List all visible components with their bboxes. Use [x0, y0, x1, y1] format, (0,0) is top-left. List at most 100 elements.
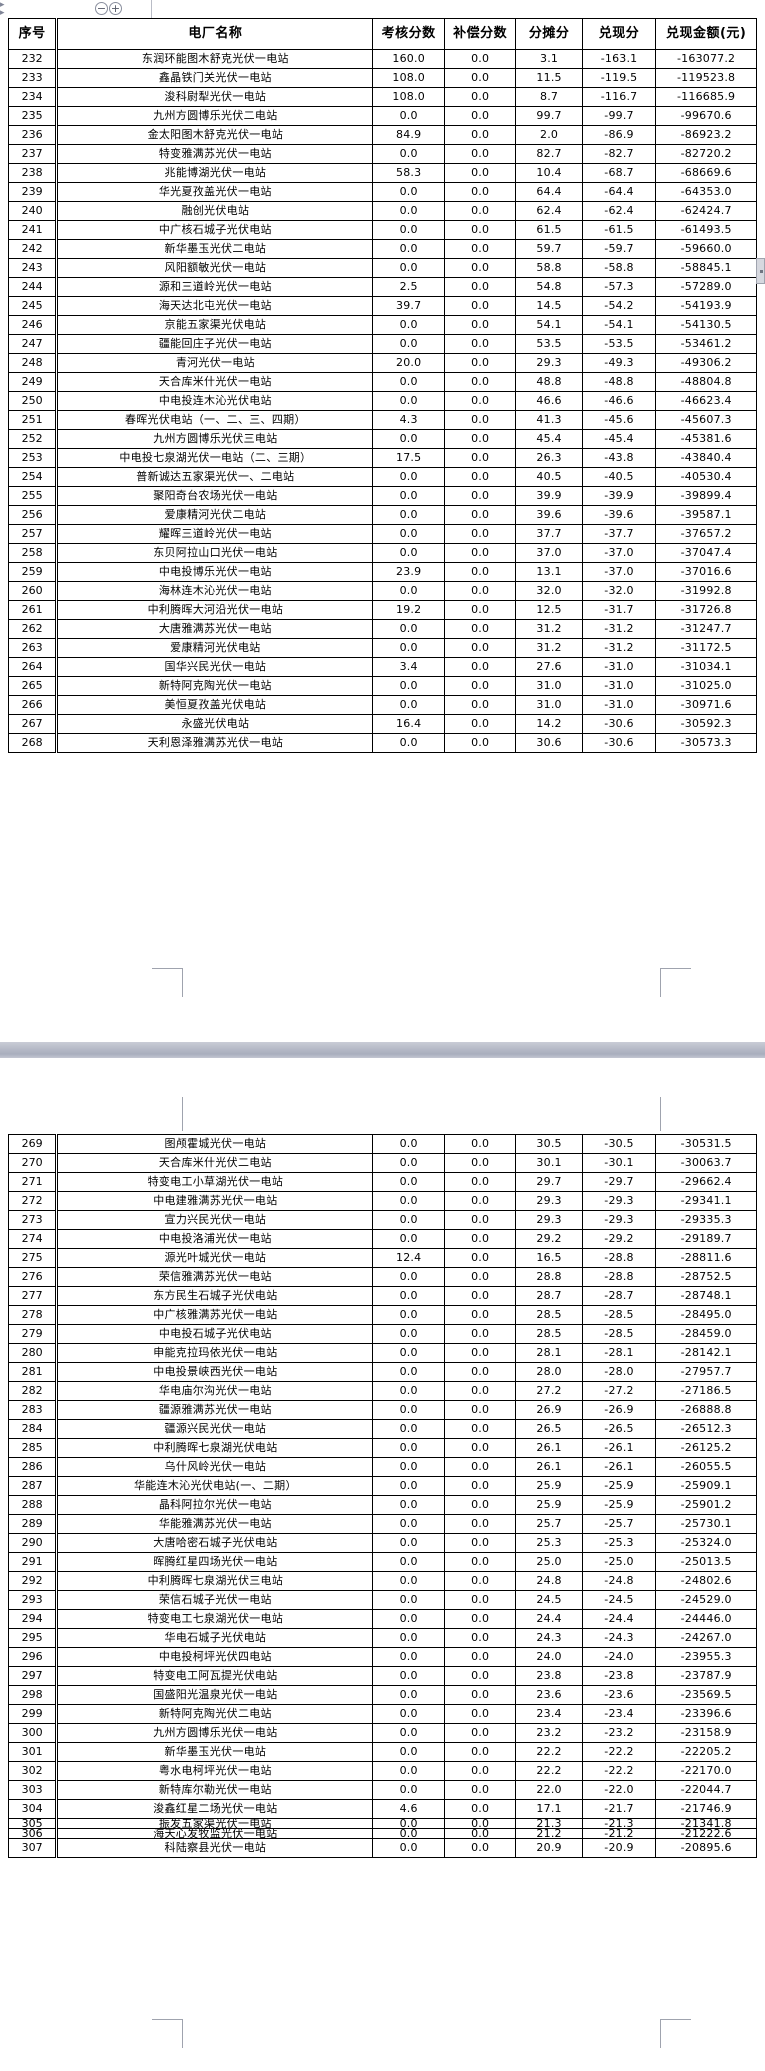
row-compensation-score: 0.0: [443, 1248, 517, 1268]
table-row[interactable]: 240 融创光伏电站 0.0 0.0 62.4 -62.4 -62424.7: [7, 201, 757, 221]
table-row[interactable]: 239 华光夏孜盖光伏一电站 0.0 0.0 64.4 -64.4 -64353.0: [7, 182, 757, 202]
row-index: 244: [7, 277, 58, 297]
table-row[interactable]: 232 东润环能图木舒克光伏一电站 160.0 0.0 3.1 -163.1 -163077…: [7, 49, 757, 69]
table-row[interactable]: 286 乌什风岭光伏一电站 0.0 0.0 26.1 -26.1 -26055.5: [7, 1457, 757, 1477]
row-cashout-score: -24.5: [581, 1590, 657, 1610]
table-row[interactable]: 237 特变雅满苏光伏一电站 0.0 0.0 82.7 -82.7 -82720.2: [7, 144, 757, 164]
table-row[interactable]: 290 大唐哈密石城子光伏电站 0.0 0.0 25.3 -25.3 -25324.0: [7, 1533, 757, 1553]
row-compensation-score: 0.0: [443, 505, 517, 525]
row-compensation-score: 0.0: [443, 1571, 517, 1591]
table-row[interactable]: 299 新特阿克陶光伏二电站 0.0 0.0 23.4 -23.4 -23396.6: [7, 1704, 757, 1724]
table-row[interactable]: 270 天合库米什光伏二电站 0.0 0.0 30.1 -30.1 -30063.7: [7, 1153, 757, 1173]
table-row[interactable]: 278 中广核雅满苏光伏一电站 0.0 0.0 28.5 -28.5 -28495.0: [7, 1305, 757, 1325]
table-row[interactable]: 234 浚科尉犁光伏一电站 108.0 0.0 8.7 -116.7 -116685.9: [7, 87, 757, 107]
table-row[interactable]: 288 晶科阿拉尔光伏一电站 0.0 0.0 25.9 -25.9 -25901.2: [7, 1495, 757, 1515]
table-row[interactable]: 266 美恒夏孜盖光伏电站 0.0 0.0 31.0 -31.0 -30971.6: [7, 695, 757, 715]
table-row[interactable]: 289 华能雅满苏光伏一电站 0.0 0.0 25.7 -25.7 -25730.1: [7, 1514, 757, 1534]
table-row[interactable]: 259 中电投博乐光伏一电站 23.9 0.0 13.1 -37.0 -37016.6: [7, 562, 757, 582]
table-row[interactable]: 255 聚阳奇台农场光伏一电站 0.0 0.0 39.9 -39.9 -39899.4: [7, 486, 757, 506]
row-allocation-score: 41.3: [515, 410, 583, 430]
table-row[interactable]: 297 特变电工阿瓦提光伏电站 0.0 0.0 23.8 -23.8 -23787.9: [7, 1666, 757, 1686]
row-index: 241: [7, 220, 58, 240]
table-row[interactable]: 261 中利腾晖大河沿光伏一电站 19.2 0.0 12.5 -31.7 -31726.8: [7, 600, 757, 620]
outline-scroll-arrows-icon[interactable]: ▸ ▸: [0, 1, 12, 18]
table-row[interactable]: 287 华能连木沁光伏电站(一、二期） 0.0 0.0 25.9 -25.9 -25909.…: [7, 1476, 757, 1496]
table-row[interactable]: 241 中广核石城子光伏电站 0.0 0.0 61.5 -61.5 -61493.5: [7, 220, 757, 240]
row-plant-name: 源和三道岭光伏一电站: [56, 277, 374, 297]
row-cashout-score: -37.0: [581, 543, 657, 563]
table-row[interactable]: 267 永盛光伏电站 16.4 0.0 14.2 -30.6 -30592.3: [7, 714, 757, 734]
row-index: 256: [7, 505, 58, 525]
row-allocation-score: 23.6: [515, 1685, 583, 1705]
row-plant-name: 融创光伏电站: [56, 201, 374, 221]
table-row[interactable]: 253 中电投七泉湖光伏一电站（二、三期） 17.5 0.0 26.3 -43.8 -438…: [7, 448, 757, 468]
table-row[interactable]: 303 新特库尔勒光伏一电站 0.0 0.0 22.0 -22.0 -22044.7: [7, 1780, 757, 1800]
table-row[interactable]: 305 振发五家渠光伏一电站 0.0 0.0 21.3 -21.3 -21341.8: [7, 1818, 757, 1829]
table-row[interactable]: 257 耀晖三道岭光伏一电站 0.0 0.0 37.7 -37.7 -37657.2: [7, 524, 757, 544]
table-row[interactable]: 236 金太阳图木舒克光伏一电站 84.9 0.0 2.0 -86.9 -86923.2: [7, 125, 757, 145]
table-row[interactable]: 273 宣力兴民光伏一电站 0.0 0.0 29.3 -29.3 -29335.3: [7, 1210, 757, 1230]
table-row[interactable]: 265 新特阿克陶光伏一电站 0.0 0.0 31.0 -31.0 -31025.0: [7, 676, 757, 696]
row-cashout-score: -49.3: [581, 353, 657, 373]
table-row[interactable]: 249 天合库米什光伏一电站 0.0 0.0 48.8 -48.8 -48804.8: [7, 372, 757, 392]
vertical-scrollbar-thumb[interactable]: [756, 258, 765, 284]
table-row[interactable]: 304 浚鑫红星二场光伏一电站 4.6 0.0 17.1 -21.7 -21746.9: [7, 1799, 757, 1819]
table-row[interactable]: 291 晖腾红星四场光伏一电站 0.0 0.0 25.0 -25.0 -25013.5: [7, 1552, 757, 1572]
table-row[interactable]: 285 中利腾晖七泉湖光伏电站 0.0 0.0 26.1 -26.1 -26125.2: [7, 1438, 757, 1458]
table-row[interactable]: 247 疆能回庄子光伏一电站 0.0 0.0 53.5 -53.5 -53461.2: [7, 334, 757, 354]
table-row[interactable]: 268 天利恩泽雅满苏光伏一电站 0.0 0.0 30.6 -30.6 -30573.3: [7, 733, 757, 753]
table-row[interactable]: 272 中电建雅满苏光伏一电站 0.0 0.0 29.3 -29.3 -29341.1: [7, 1191, 757, 1211]
table-row[interactable]: 242 新华墨玉光伏二电站 0.0 0.0 59.7 -59.7 -59660.0: [7, 239, 757, 259]
table-row[interactable]: 258 东贝阿拉山口光伏一电站 0.0 0.0 37.0 -37.0 -37047.4: [7, 543, 757, 563]
row-assessment-score: 0.0: [372, 315, 445, 335]
table-row[interactable]: 246 京能五家渠光伏电站 0.0 0.0 54.1 -54.1 -54130.5: [7, 315, 757, 335]
table-row[interactable]: 262 大唐雅满苏光伏一电站 0.0 0.0 31.2 -31.2 -31247.7: [7, 619, 757, 639]
table-row[interactable]: 256 爱康精河光伏二电站 0.0 0.0 39.6 -39.6 -39587.1: [7, 505, 757, 525]
table-row[interactable]: 300 九州方圆博乐光伏一电站 0.0 0.0 23.2 -23.2 -23158.9: [7, 1723, 757, 1743]
expand-outline-button[interactable]: +: [109, 2, 122, 15]
row-plant-name: 浚科尉犁光伏一电站: [56, 87, 374, 107]
table-row[interactable]: 263 爱康精河光伏电站 0.0 0.0 31.2 -31.2 -31172.5: [7, 638, 757, 658]
table-row[interactable]: 251 春晖光伏电站（一、二、三、四期） 4.3 0.0 41.3 -45.6 -45607…: [7, 410, 757, 430]
table-row[interactable]: 271 特变电工小草湖光伏一电站 0.0 0.0 29.7 -29.7 -29662.4: [7, 1172, 757, 1192]
table-row[interactable]: 298 国盛阳光温泉光伏一电站 0.0 0.0 23.6 -23.6 -23569.5: [7, 1685, 757, 1705]
table-row[interactable]: 260 海林连木沁光伏一电站 0.0 0.0 32.0 -32.0 -31992.8: [7, 581, 757, 601]
table-row[interactable]: 283 疆源雅满苏光伏一电站 0.0 0.0 26.9 -26.9 -26888.8: [7, 1400, 757, 1420]
table-row[interactable]: 250 中电投连木沁光伏电站 0.0 0.0 46.6 -46.6 -46623.4: [7, 391, 757, 411]
table-row[interactable]: 307 科陆察县光伏一电站 0.0 0.0 20.9 -20.9 -20895.6: [7, 1838, 757, 1858]
table-row[interactable]: 280 申能克拉玛依光伏一电站 0.0 0.0 28.1 -28.1 -28142.1: [7, 1343, 757, 1363]
table-row[interactable]: 293 荣信石城子光伏一电站 0.0 0.0 24.5 -24.5 -24529.0: [7, 1590, 757, 1610]
page-1: 序号 电厂名称 考核分数 补偿分数 分摊分 兑现分 兑现金额(元) 232 东润环…: [0, 18, 765, 1020]
table-row[interactable]: 295 华电石城子光伏电站 0.0 0.0 24.3 -24.3 -24267.0: [7, 1628, 757, 1648]
row-plant-name: 中电建雅满苏光伏一电站: [56, 1191, 374, 1211]
table-row[interactable]: 284 疆源兴民光伏一电站 0.0 0.0 26.5 -26.5 -26512.3: [7, 1419, 757, 1439]
table-row[interactable]: 269 图颅霍城光伏一电站 0.0 0.0 30.5 -30.5 -30531.5: [7, 1134, 757, 1154]
table-row[interactable]: 296 中电投柯坪光伏四电站 0.0 0.0 24.0 -24.0 -23955.3: [7, 1647, 757, 1667]
table-row[interactable]: 254 普新诚达五家渠光伏一、二电站 0.0 0.0 40.5 -40.5 -40530.4: [7, 467, 757, 487]
collapse-outline-button[interactable]: −: [95, 2, 108, 15]
table-row[interactable]: 233 鑫晶铁门关光伏一电站 108.0 0.0 11.5 -119.5 -119523.8: [7, 68, 757, 88]
table-row[interactable]: 252 九州方圆博乐光伏三电站 0.0 0.0 45.4 -45.4 -45381.6: [7, 429, 757, 449]
table-row[interactable]: 306 海天心发牧监光伏一电站 0.0 0.0 21.2 -21.2 -21222.6: [7, 1828, 757, 1839]
table-row[interactable]: 301 新华墨玉光伏一电站 0.0 0.0 22.2 -22.2 -22205.2: [7, 1742, 757, 1762]
table-row[interactable]: 248 青河光伏一电站 20.0 0.0 29.3 -49.3 -49306.2: [7, 353, 757, 373]
table-row[interactable]: 302 粤水电柯坪光伏一电站 0.0 0.0 22.2 -22.2 -22170.0: [7, 1761, 757, 1781]
table-row[interactable]: 277 东方民生石城子光伏电站 0.0 0.0 28.7 -28.7 -28748.1: [7, 1286, 757, 1306]
table-row[interactable]: 276 荣信雅满苏光伏一电站 0.0 0.0 28.8 -28.8 -28752.5: [7, 1267, 757, 1287]
table-row[interactable]: 292 中利腾晖七泉湖光伏三电站 0.0 0.0 24.8 -24.8 -24802.6: [7, 1571, 757, 1591]
row-assessment-score: 0.0: [372, 1229, 445, 1249]
table-row[interactable]: 245 海天达北屯光伏一电站 39.7 0.0 14.5 -54.2 -54193.9: [7, 296, 757, 316]
table-row[interactable]: 275 源光叶城光伏一电站 12.4 0.0 16.5 -28.8 -28811.6: [7, 1248, 757, 1268]
table-row[interactable]: 281 中电投景峡西光伏一电站 0.0 0.0 28.0 -28.0 -27957.7: [7, 1362, 757, 1382]
table-row[interactable]: 279 中电投石城子光伏电站 0.0 0.0 28.5 -28.5 -28459.0: [7, 1324, 757, 1344]
table-row[interactable]: 235 九州方圆博乐光伏二电站 0.0 0.0 99.7 -99.7 -99670.6: [7, 106, 757, 126]
row-cashout-score: -46.6: [581, 391, 657, 411]
table-row[interactable]: 282 华电庙尔沟光伏一电站 0.0 0.0 27.2 -27.2 -27186.5: [7, 1381, 757, 1401]
row-index: 255: [7, 486, 58, 506]
table-row[interactable]: 294 特变电工七泉湖光伏一电站 0.0 0.0 24.4 -24.4 -24446.0: [7, 1609, 757, 1629]
table-row[interactable]: 274 中电投洛浦光伏一电站 0.0 0.0 29.2 -29.2 -29189.7: [7, 1229, 757, 1249]
table-row[interactable]: 264 国华兴民光伏一电站 3.4 0.0 27.6 -31.0 -31034.1: [7, 657, 757, 677]
table-row[interactable]: 243 风阳额敏光伏一电站 0.0 0.0 58.8 -58.8 -58845.1: [7, 258, 757, 278]
table-row[interactable]: 244 源和三道岭光伏一电站 2.5 0.0 54.8 -57.3 -57289.0: [7, 277, 757, 297]
table-row[interactable]: 238 兆能博湖光伏一电站 58.3 0.0 10.4 -68.7 -68669.6: [7, 163, 757, 183]
